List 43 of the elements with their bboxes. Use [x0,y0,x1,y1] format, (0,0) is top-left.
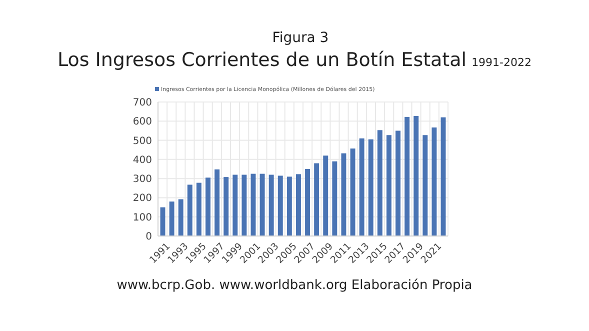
bar [169,202,174,236]
bar [341,153,346,236]
bar [440,117,446,236]
bar [386,135,392,236]
bar [187,184,192,236]
bar [268,174,274,236]
bar [396,130,400,236]
bar [368,139,374,236]
y-tick-label: 500 [132,136,152,147]
bar [314,163,320,236]
text: www.bcrp.Gob. www.worldbank.org Elaboración Propia [116,278,472,293]
bar [206,178,210,236]
bar [224,177,229,236]
text: Figura 3 [272,30,329,46]
y-tick-label: 700 [132,98,152,108]
y-tick-label: 200 [132,193,152,204]
bar [377,130,382,236]
y-tick-label: 100 [132,212,152,224]
y-tick-label: 300 [132,174,152,186]
bar [422,135,428,236]
bar [414,116,419,236]
bar [214,169,220,236]
bar [296,174,301,236]
bar [178,199,184,236]
y-tick-label: 0 [146,232,152,242]
bar [359,138,364,236]
bar [350,148,356,236]
bar [242,174,247,236]
bar [250,174,256,236]
bar [232,174,238,236]
text: 1991-2022 [472,56,532,69]
bar [260,174,265,236]
bar [305,169,310,236]
bar [323,156,328,236]
chart-title: Los Ingresos Corrientes de un Botín Estatal [57,49,467,71]
bar [278,176,283,236]
bar [404,116,410,236]
y-tick-label: 400 [132,154,152,166]
bar [196,182,202,236]
bar [286,176,292,236]
bar [332,161,338,236]
bar [432,127,437,236]
y-tick-label: 600 [132,116,152,128]
